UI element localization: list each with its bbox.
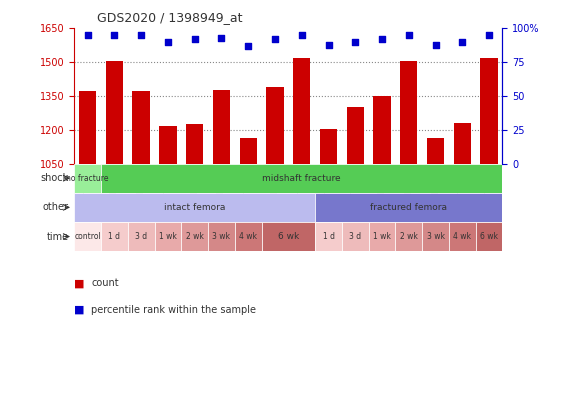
Text: GDS2020 / 1398949_at: GDS2020 / 1398949_at [97, 11, 243, 24]
Bar [293, 58, 311, 164]
Point [110, 32, 119, 38]
Text: time: time [46, 232, 69, 241]
Bar [101, 222, 128, 251]
Point [136, 32, 146, 38]
Point [217, 34, 226, 41]
Text: 1 d: 1 d [323, 232, 335, 241]
Bar [427, 138, 444, 164]
Text: shock: shock [41, 173, 69, 183]
Bar [74, 193, 315, 222]
Bar [453, 123, 471, 164]
Bar [347, 107, 364, 164]
Point [431, 41, 440, 48]
Point [404, 32, 413, 38]
Bar [186, 124, 203, 164]
Bar [342, 222, 369, 251]
Bar [182, 222, 208, 251]
Bar [235, 222, 262, 251]
Bar [315, 222, 342, 251]
Text: ■: ■ [74, 279, 85, 288]
Bar [373, 96, 391, 164]
Point [458, 38, 467, 45]
Text: 4 wk: 4 wk [239, 232, 257, 241]
Bar [239, 138, 257, 164]
Bar [400, 61, 417, 164]
Bar [480, 58, 498, 164]
Bar [128, 222, 155, 251]
Text: fractured femora: fractured femora [371, 203, 447, 212]
Point [351, 38, 360, 45]
Point [271, 36, 280, 43]
Text: count: count [91, 279, 119, 288]
Text: 1 wk: 1 wk [159, 232, 177, 241]
Bar [449, 222, 476, 251]
Text: 1 wk: 1 wk [373, 232, 391, 241]
Point [190, 36, 199, 43]
Text: 3 wk: 3 wk [427, 232, 445, 241]
Bar [132, 92, 150, 164]
Bar [266, 87, 284, 164]
Bar [213, 90, 230, 164]
Bar [395, 222, 422, 251]
Text: no fracture: no fracture [66, 174, 109, 183]
Text: 6 wk: 6 wk [480, 232, 498, 241]
Point [324, 41, 333, 48]
Bar [262, 222, 315, 251]
Text: intact femora: intact femora [164, 203, 226, 212]
Point [163, 38, 172, 45]
Bar [106, 61, 123, 164]
Text: 2 wk: 2 wk [400, 232, 418, 241]
Text: 3 d: 3 d [349, 232, 361, 241]
Bar [369, 222, 395, 251]
Text: 1 d: 1 d [108, 232, 120, 241]
Bar [422, 222, 449, 251]
Bar [315, 193, 502, 222]
Text: 4 wk: 4 wk [453, 232, 471, 241]
Bar [74, 222, 101, 251]
Text: 3 wk: 3 wk [212, 232, 231, 241]
Bar [208, 222, 235, 251]
Point [377, 36, 387, 43]
Bar [320, 129, 337, 164]
Text: 2 wk: 2 wk [186, 232, 204, 241]
Point [83, 32, 92, 38]
Bar [155, 222, 182, 251]
Point [297, 32, 306, 38]
Bar [476, 222, 502, 251]
Bar [74, 164, 101, 193]
Text: other: other [42, 202, 69, 212]
Bar [79, 92, 96, 164]
Text: control: control [74, 232, 101, 241]
Text: 3 d: 3 d [135, 232, 147, 241]
Text: midshaft fracture: midshaft fracture [263, 174, 341, 183]
Text: 6 wk: 6 wk [278, 232, 299, 241]
Text: percentile rank within the sample: percentile rank within the sample [91, 305, 256, 315]
Point [244, 43, 253, 49]
Point [485, 32, 494, 38]
Bar [159, 126, 176, 164]
Text: ■: ■ [74, 305, 85, 315]
